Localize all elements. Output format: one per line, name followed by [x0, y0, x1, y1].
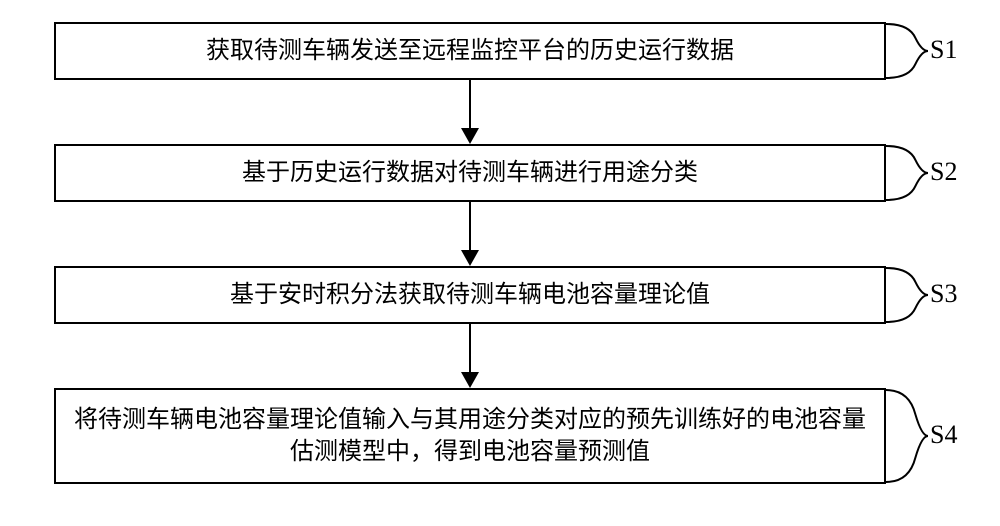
step-label-s1: S1 [930, 35, 957, 65]
step-label-s2: S2 [930, 157, 957, 187]
arrow-head-s2-s3 [461, 250, 479, 266]
step-connector-s2 [886, 144, 934, 202]
step-connector-s4 [886, 388, 934, 484]
step-text-s4: 将待测车辆电池容量理论值输入与其用途分类对应的预先训练好的电池容量估测模型中，得… [74, 404, 866, 469]
arrow-head-s1-s2 [461, 128, 479, 144]
step-box-s2: 基于历史运行数据对待测车辆进行用途分类 [54, 144, 886, 202]
step-connector-s1 [886, 22, 934, 80]
step-connector-s3 [886, 266, 934, 324]
step-text-s3: 基于安时积分法获取待测车辆电池容量理论值 [230, 279, 710, 311]
arrow-head-s3-s4 [461, 372, 479, 388]
step-text-s1: 获取待测车辆发送至远程监控平台的历史运行数据 [206, 35, 734, 67]
arrow-s3-s4 [469, 324, 471, 374]
step-box-s1: 获取待测车辆发送至远程监控平台的历史运行数据 [54, 22, 886, 80]
step-label-s4: S4 [930, 420, 957, 450]
step-label-s3: S3 [930, 279, 957, 309]
flowchart-canvas: 获取待测车辆发送至远程监控平台的历史运行数据 S1 基于历史运行数据对待测车辆进行用… [0, 0, 1000, 526]
step-box-s3: 基于安时积分法获取待测车辆电池容量理论值 [54, 266, 886, 324]
step-box-s4: 将待测车辆电池容量理论值输入与其用途分类对应的预先训练好的电池容量估测模型中，得… [54, 388, 886, 484]
arrow-s1-s2 [469, 80, 471, 130]
arrow-s2-s3 [469, 202, 471, 252]
step-text-s2: 基于历史运行数据对待测车辆进行用途分类 [242, 157, 698, 189]
